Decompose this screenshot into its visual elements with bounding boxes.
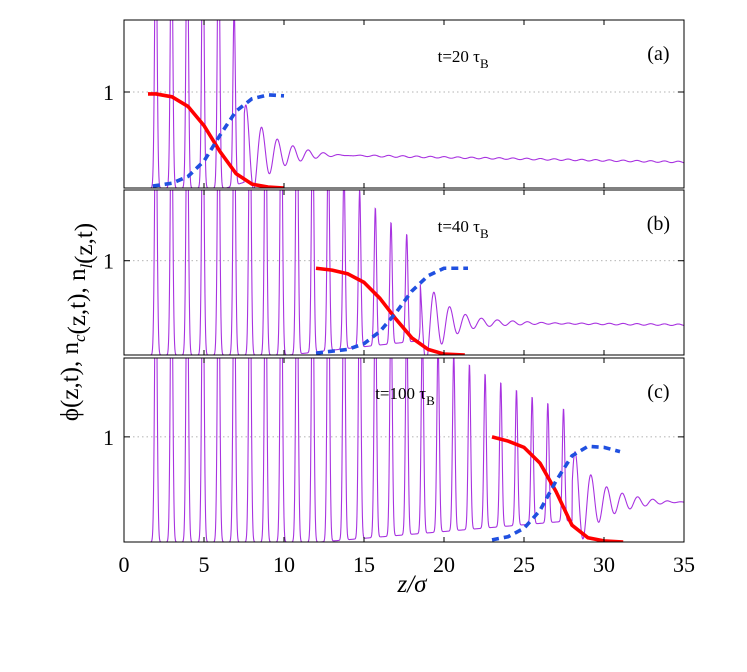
y-axis-label: ϕ(z,t), nc(z,t), nl(z,t) (57, 223, 98, 421)
density-profile-line (148, 20, 684, 188)
series-nc-line (315, 266, 465, 355)
panel-b: 1 t=40 τB (b) (103, 189, 685, 356)
x-tick-label: 35 (673, 552, 695, 577)
x-tick-label: 25 (513, 552, 535, 577)
y-tick-label: 1 (103, 425, 114, 450)
density-profile-line (148, 190, 684, 355)
panel-tag: (b) (647, 213, 670, 235)
time-annotation: t=100 τB (375, 384, 435, 408)
x-tick-label: 0 (119, 552, 130, 577)
x-tick-label: 15 (353, 552, 375, 577)
panel-a: 1 t=20 τB (a) (103, 19, 685, 189)
x-tick-label: 5 (199, 552, 210, 577)
density-profile-line (148, 358, 684, 542)
x-tick-label: 10 (273, 552, 295, 577)
series-nl-line (152, 93, 285, 188)
x-axis-label: z/σ (396, 571, 428, 598)
time-annotation: t=40 τB (438, 217, 489, 241)
time-annotation: t=20 τB (438, 47, 489, 71)
y-tick-label: 1 (103, 249, 114, 274)
panel-frame (123, 357, 685, 543)
series-nc-line (491, 435, 624, 542)
series-nc-line (148, 92, 285, 188)
svg-text:ϕ(z,t), nc(z,t), nl(z,t): ϕ(z,t), nc(z,t), nl(z,t) (57, 223, 98, 421)
panels-group: 1 t=20 τB (a) 1 t=40 τB (b) 1 t=100 τB (c) (103, 19, 685, 543)
x-tick-label: 30 (593, 552, 615, 577)
series-nl-line (315, 266, 468, 355)
panel-tag: (c) (647, 381, 669, 403)
panel-frame (123, 19, 685, 189)
panel-c: 1 t=100 τB (c) (103, 357, 685, 543)
panel-tag: (a) (647, 43, 669, 65)
panel-frame (123, 189, 685, 356)
x-tick-label: 20 (433, 552, 455, 577)
y-tick-label: 1 (103, 80, 114, 105)
x-axis: 0 5 10 15 20 25 30 35 (119, 552, 696, 577)
